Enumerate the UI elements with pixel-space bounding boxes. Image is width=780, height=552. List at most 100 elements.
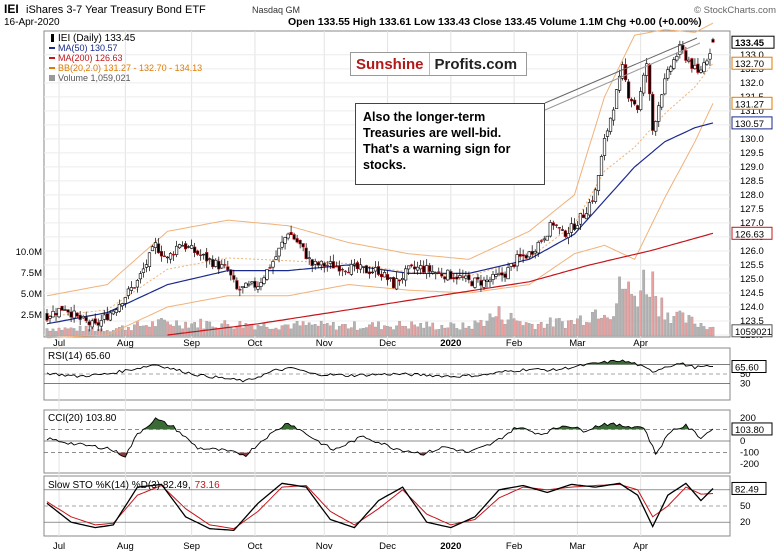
price-badge-box — [731, 35, 775, 49]
volume-bar — [506, 319, 510, 337]
candle-down — [512, 264, 516, 267]
price-badge-text: 1059021 — [735, 327, 772, 338]
candle-down — [205, 252, 209, 262]
candle-down — [503, 273, 507, 278]
candle-up — [608, 117, 613, 132]
price-tick-label: 128.5 — [740, 176, 764, 187]
volume-bar — [142, 325, 145, 337]
price-tick-label: 131.0 — [740, 106, 764, 117]
candle-down — [54, 313, 58, 316]
candle-down — [304, 247, 308, 260]
candle-up — [434, 272, 438, 274]
candle-down — [428, 265, 432, 272]
volume-bar — [380, 329, 383, 337]
volume-bar — [431, 322, 435, 337]
candle-up — [271, 261, 275, 268]
volume-bar — [573, 324, 576, 337]
candle-down — [422, 265, 426, 273]
volume-bar — [455, 328, 459, 337]
volume-bar — [69, 327, 73, 337]
candle-up — [596, 175, 601, 192]
candle-down — [229, 269, 233, 276]
rsi-badge-text: 65.60 — [735, 363, 759, 374]
volume-bar — [443, 327, 447, 337]
candle-down — [630, 98, 634, 102]
volume-bar — [657, 316, 661, 337]
candle-up — [401, 278, 405, 280]
cci-tick-label: -100 — [740, 448, 759, 459]
candle-down — [162, 255, 167, 258]
volume-bar — [452, 323, 456, 337]
volume-bar — [597, 318, 600, 337]
volume-bar — [690, 316, 694, 337]
volume-bar — [684, 322, 688, 337]
volume-bar — [600, 317, 603, 337]
bb-upper-line — [46, 22, 714, 297]
volume-bar — [386, 326, 389, 337]
candle-down — [289, 232, 293, 236]
cci-badge-box — [731, 422, 773, 436]
volume-bar — [51, 328, 55, 337]
volume-bar — [491, 317, 495, 337]
volume-bar — [353, 321, 356, 337]
candle-down — [572, 223, 576, 230]
candle-up — [584, 213, 589, 220]
legend: IEI (Daily) 133.45 MA(50) 130.57 MA(200)… — [49, 33, 202, 83]
candle-down — [132, 287, 136, 289]
volume-bar — [124, 329, 127, 337]
volume-bar — [636, 306, 640, 337]
volume-bar — [618, 276, 621, 337]
candle-up — [669, 66, 673, 72]
candle-down — [217, 260, 221, 270]
brand-part2: Profits.com — [434, 55, 518, 73]
volume-bar — [527, 323, 531, 337]
candle-down — [696, 63, 700, 73]
candle-up — [678, 44, 682, 55]
price-tick-label: 130.0 — [740, 134, 764, 145]
candle-up — [277, 247, 281, 257]
candle-up — [645, 63, 649, 76]
candle-up — [708, 53, 712, 60]
candle-up — [150, 246, 155, 252]
candle-up — [319, 260, 323, 266]
candle-up — [497, 272, 501, 275]
volume-bar — [696, 326, 700, 337]
volume-bar — [497, 306, 501, 337]
header-symbol: IEI — [4, 2, 19, 16]
candle-down — [60, 305, 64, 311]
volume-tick-label: 5.0M — [21, 289, 42, 300]
candle-up — [702, 62, 706, 73]
month-label-top: Jul — [53, 338, 65, 349]
month-label-bottom: Dec — [379, 541, 396, 552]
candle-down — [437, 271, 441, 273]
price-badge-box — [731, 116, 773, 130]
volume-bar — [48, 330, 52, 337]
volume-bar — [368, 324, 371, 337]
volume-bar — [515, 320, 519, 337]
candle-down — [78, 314, 82, 320]
candle-up — [566, 233, 570, 238]
volume-bar — [217, 328, 221, 337]
volume-bar — [509, 312, 513, 337]
volume-bar — [422, 327, 426, 337]
volume-bar — [289, 328, 293, 337]
candle-up — [144, 264, 149, 268]
rsi-tick-label: 30 — [740, 379, 751, 390]
candle-down — [66, 309, 70, 313]
volume-bar — [663, 319, 667, 337]
volume-bar — [377, 321, 380, 337]
volume-bar — [570, 320, 573, 337]
candle-up — [111, 310, 115, 315]
volume-bar — [458, 329, 462, 337]
candle-up — [123, 297, 127, 304]
volume-bar — [322, 323, 326, 337]
volume-bar — [542, 327, 546, 337]
candle-up — [545, 235, 549, 241]
candle-up — [482, 279, 486, 288]
sto-title: Slow STO %K(14) %D(3) 82.49, 73.16 — [48, 480, 220, 491]
month-label-top: Nov — [316, 338, 333, 349]
volume-bar — [244, 323, 248, 337]
price-tick-label: 128.0 — [740, 190, 764, 201]
candle-up — [569, 223, 573, 233]
volume-bar — [642, 269, 646, 337]
